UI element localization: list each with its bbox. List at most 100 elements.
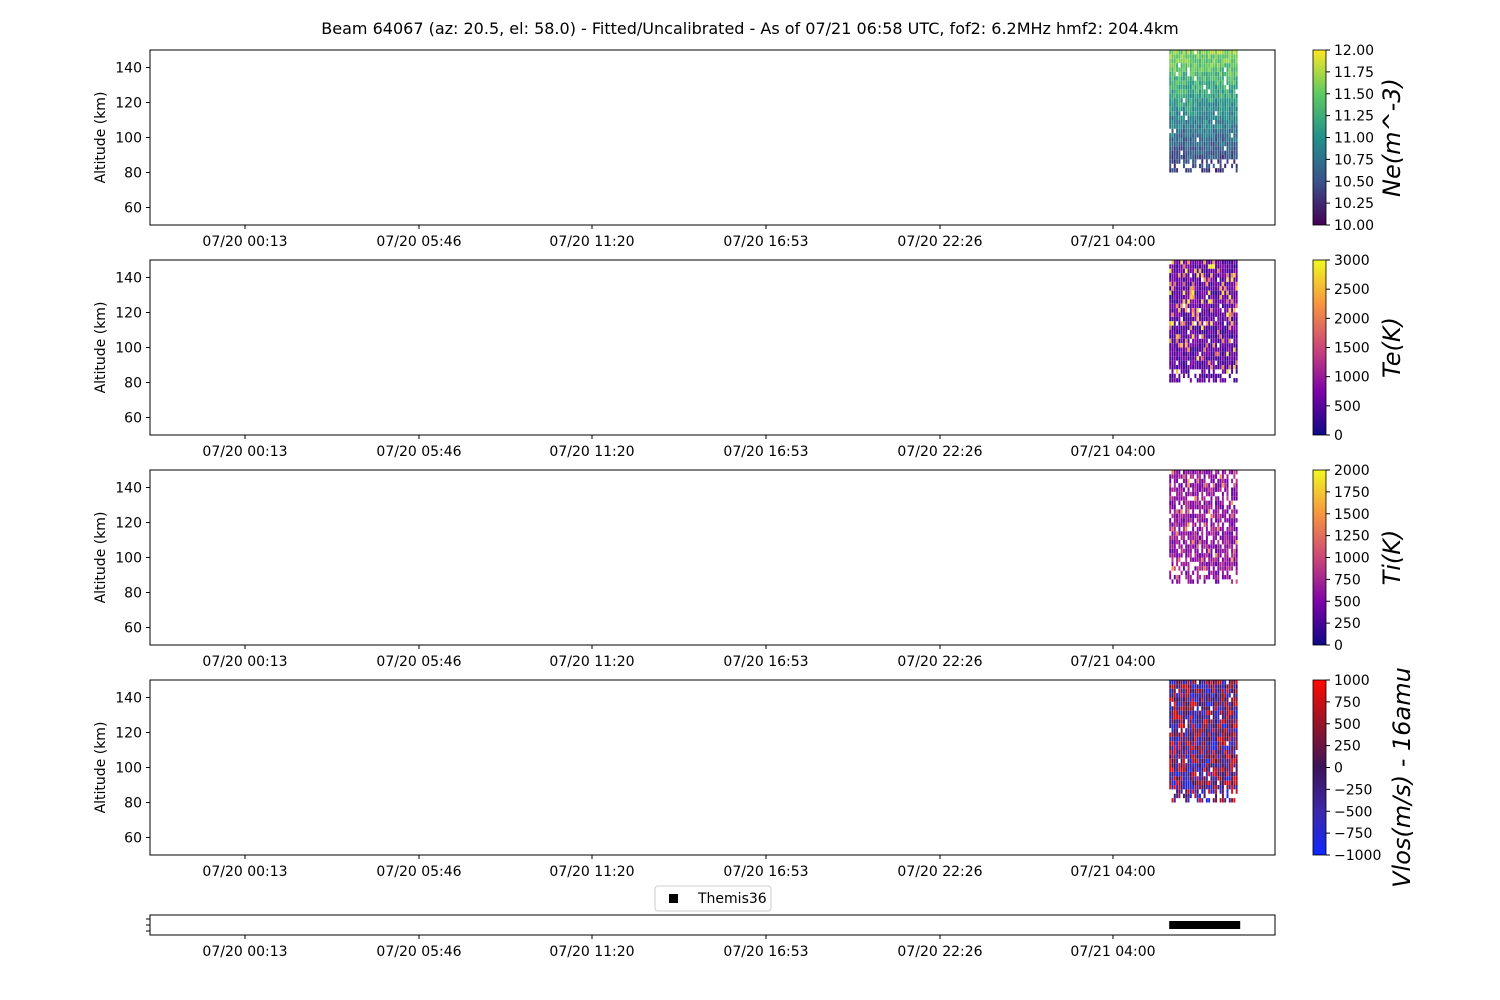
heat-cell xyxy=(1205,500,1208,506)
heat-cell xyxy=(1226,264,1229,269)
heat-cell xyxy=(1226,697,1229,702)
heat-cell xyxy=(1208,321,1211,326)
heat-cell xyxy=(1215,684,1218,689)
colorbar-tick-label: −250 xyxy=(1334,782,1372,798)
heat-cell xyxy=(1178,141,1181,147)
heat-cell xyxy=(1176,111,1179,116)
heat-cell xyxy=(1187,273,1190,278)
heat-cell xyxy=(1196,303,1199,309)
heat-cell xyxy=(1219,312,1222,317)
heat-cell xyxy=(1178,281,1181,287)
heat-cell xyxy=(1215,579,1218,584)
heat-cell xyxy=(1233,159,1236,164)
heat-cell xyxy=(1224,356,1227,361)
heat-cell xyxy=(1219,71,1222,77)
heat-cell xyxy=(1226,133,1229,138)
heat-cell xyxy=(1210,741,1213,746)
heat-cell xyxy=(1180,776,1183,781)
heat-cell xyxy=(1203,575,1206,580)
heat-cell xyxy=(1201,299,1204,304)
heat-cell xyxy=(1194,500,1197,506)
heat-cell xyxy=(1217,290,1220,296)
heat-cell xyxy=(1221,268,1224,274)
heat-cell xyxy=(1231,273,1234,278)
heat-cell xyxy=(1228,540,1231,545)
heat-cell xyxy=(1215,80,1218,86)
heat-cell xyxy=(1228,115,1231,121)
heat-cell xyxy=(1180,312,1183,317)
heat-cell xyxy=(1189,575,1192,580)
heat-cell xyxy=(1224,566,1227,571)
heat-cell xyxy=(1217,785,1220,790)
heat-cell xyxy=(1219,146,1222,151)
heat-cell xyxy=(1199,50,1201,55)
heat-cell xyxy=(1217,295,1220,300)
heat-cell xyxy=(1192,780,1195,786)
heat-cell xyxy=(1171,378,1174,383)
heat-cell xyxy=(1171,277,1174,282)
heat-cell xyxy=(1171,85,1174,90)
heat-cell xyxy=(1180,513,1183,519)
heat-cell xyxy=(1173,295,1176,300)
heat-cell xyxy=(1212,89,1215,94)
heat-cell xyxy=(1235,553,1238,558)
heat-cell xyxy=(1176,378,1179,383)
heat-cell xyxy=(1231,286,1234,291)
track-marker xyxy=(1199,921,1205,929)
heat-cell xyxy=(1219,141,1222,147)
heat-cell xyxy=(1187,50,1190,55)
heat-cell xyxy=(1171,771,1174,777)
heat-cell xyxy=(1205,487,1208,492)
heat-cell xyxy=(1221,58,1224,64)
heat-cell xyxy=(1228,325,1231,331)
heat-cell xyxy=(1221,758,1224,764)
heat-cell xyxy=(1217,54,1220,59)
heat-cell xyxy=(1212,706,1215,711)
heat-cell xyxy=(1173,98,1176,103)
heat-cell xyxy=(1235,470,1238,475)
heat-cell xyxy=(1176,316,1179,322)
heat-cell xyxy=(1173,715,1176,720)
heat-cell xyxy=(1219,137,1222,142)
heat-cell xyxy=(1228,693,1231,698)
heat-cell xyxy=(1228,557,1231,562)
x-tick-label: 07/20 16:53 xyxy=(723,944,808,960)
heat-cell xyxy=(1210,50,1213,55)
heat-cell xyxy=(1176,277,1179,282)
heat-cell xyxy=(1231,360,1234,366)
heat-cell xyxy=(1231,798,1234,803)
heat-cell xyxy=(1215,575,1218,580)
heat-cell xyxy=(1231,754,1234,759)
heat-cell xyxy=(1235,67,1238,72)
heat-cell xyxy=(1210,701,1213,707)
heat-cell xyxy=(1212,776,1215,781)
heat-cell xyxy=(1217,168,1220,173)
heat-cell xyxy=(1221,343,1224,348)
heat-cell xyxy=(1215,496,1218,501)
heat-cell xyxy=(1233,128,1236,134)
heat-cell xyxy=(1224,54,1227,59)
heat-cell xyxy=(1210,356,1213,361)
heat-cell xyxy=(1187,745,1190,751)
heat-cell xyxy=(1169,120,1172,125)
heat-cell xyxy=(1215,124,1218,129)
heat-cell xyxy=(1192,715,1195,720)
heat-cell xyxy=(1176,312,1179,317)
heat-cell xyxy=(1208,570,1211,576)
heat-cell xyxy=(1224,338,1227,344)
heat-cell xyxy=(1217,771,1220,777)
heat-cell xyxy=(1189,535,1192,541)
heat-cell xyxy=(1212,763,1215,768)
heat-cell xyxy=(1228,736,1231,742)
heat-cell xyxy=(1182,513,1185,519)
heat-cell xyxy=(1173,518,1176,523)
heat-cell xyxy=(1210,693,1213,698)
heat-cell xyxy=(1180,750,1183,755)
colorbar-tick-label: 0 xyxy=(1334,428,1343,444)
heat-cell xyxy=(1212,303,1215,309)
heat-cell xyxy=(1217,80,1220,86)
heat-cell xyxy=(1171,360,1174,366)
heat-cell xyxy=(1215,553,1218,558)
heat-cell xyxy=(1210,85,1213,90)
heat-cell xyxy=(1233,281,1236,287)
